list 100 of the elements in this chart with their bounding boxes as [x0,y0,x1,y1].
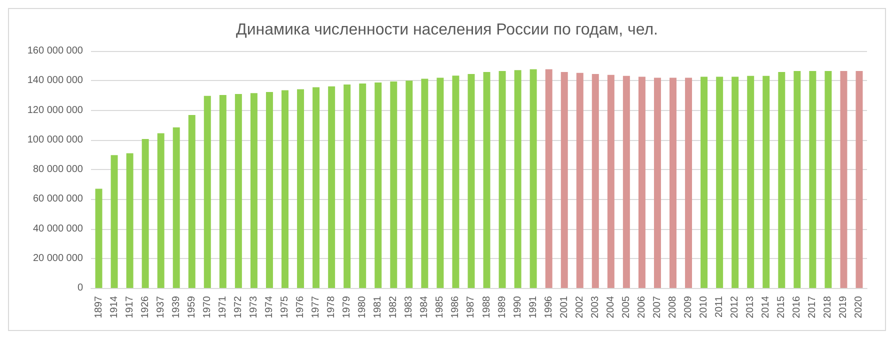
bar [622,76,630,288]
x-tick-label: 1897 [93,296,104,318]
bar [452,76,460,288]
bar [126,153,134,288]
bar [576,72,584,288]
bar [390,82,398,288]
y-tick-label: 160 000 000 [27,46,84,56]
y-tick-label: 100 000 000 [27,134,84,146]
bar [670,78,676,288]
bar [716,76,724,288]
y-tick-label: 120 000 000 [27,104,84,116]
x-tick-label: 1984 [419,296,430,318]
bar [344,84,351,288]
bar [219,94,226,288]
bar [483,72,490,288]
x-tick-label: 1976 [295,296,306,318]
bar [700,76,708,288]
bar [732,76,739,288]
x-tick-label: 1959 [186,296,198,318]
bar [809,70,816,288]
x-tick-label: 1970 [202,296,213,318]
x-tick-label: 1982 [388,296,400,318]
x-tick-label: 2003 [590,296,601,318]
bar [312,87,320,288]
x-tick-label: 1980 [357,296,368,318]
x-tick-label: 1978 [326,296,338,318]
x-tick-label: 2006 [636,296,648,318]
bar [468,74,475,288]
x-tick-label: 1972 [232,296,244,318]
x-tick-label: 1939 [170,296,182,318]
x-tick-label: 2018 [822,296,834,318]
x-tick-label: 2010 [698,296,710,318]
y-tick-label: 60 000 000 [32,194,84,205]
bar [794,70,801,288]
bar [421,78,428,288]
bar [530,69,537,288]
x-tick-label: 1988 [481,296,492,318]
x-tick-label: 2013 [745,296,756,318]
bar [266,92,273,288]
bar [592,74,599,288]
x-tick-label: 2020 [854,296,865,318]
y-tick-label: 140 000 000 [27,75,84,86]
x-tick-label: 1983 [404,296,415,318]
x-tick-label: 2012 [730,296,741,318]
bar [250,93,258,288]
bar [234,94,242,288]
bar [95,188,102,288]
bar [607,74,614,288]
x-tick-label: 2007 [652,296,663,318]
chart-title: Динамика численности населения России по годам, чел. [236,22,658,38]
bar [374,82,382,288]
x-tick-label: 1926 [140,296,151,318]
x-tick-label: 1989 [496,296,508,318]
x-tick-label: 1973 [248,296,260,318]
x-tick-label: 2004 [605,296,616,318]
y-tick-label: 80 000 000 [32,164,84,175]
x-tick-label: 2001 [558,296,570,318]
x-tick-label: 2016 [792,296,803,318]
x-tick-label: 2019 [838,296,850,318]
bar [406,80,413,288]
bar [172,127,180,288]
x-tick-label: 1977 [310,296,322,318]
x-tick-label: 1985 [434,296,446,318]
x-tick-label: 1937 [155,296,166,318]
x-tick-label: 2017 [807,296,818,318]
bar [685,78,692,288]
bar [638,76,646,288]
x-tick-label: 1987 [466,296,477,318]
bar [157,133,164,288]
x-tick-label: 1996 [543,296,554,318]
bar [840,70,848,288]
x-tick-label: 1914 [108,296,120,318]
x-tick-label: 1974 [264,296,275,318]
x-tick-label: 2015 [776,296,788,318]
x-tick-label: 1979 [342,296,353,318]
bar [762,76,770,288]
bar [498,70,506,288]
x-tick-label: 1971 [217,296,228,318]
bar [297,89,304,288]
x-tick-label: 1986 [450,296,462,318]
bar [654,78,661,288]
bar [204,96,211,288]
bar [747,76,754,288]
y-tick-label: 40 000 000 [32,223,84,234]
x-tick-label: 2009 [683,296,694,318]
x-tick-label: 2005 [620,296,632,318]
x-tick-label: 2014 [760,296,772,318]
x-tick-label: 1990 [512,296,524,318]
y-tick-label: 20 000 000 [32,252,84,264]
x-tick-label: 1917 [124,296,136,318]
x-tick-label: 2002 [574,296,586,318]
bar [824,70,832,288]
bar [359,83,366,288]
bar [514,70,522,288]
x-tick-label: 1991 [528,296,539,318]
bar [560,72,568,288]
bar [188,114,196,288]
bar [856,70,863,288]
bar [328,86,336,288]
y-tick-label: 0 [77,282,84,294]
